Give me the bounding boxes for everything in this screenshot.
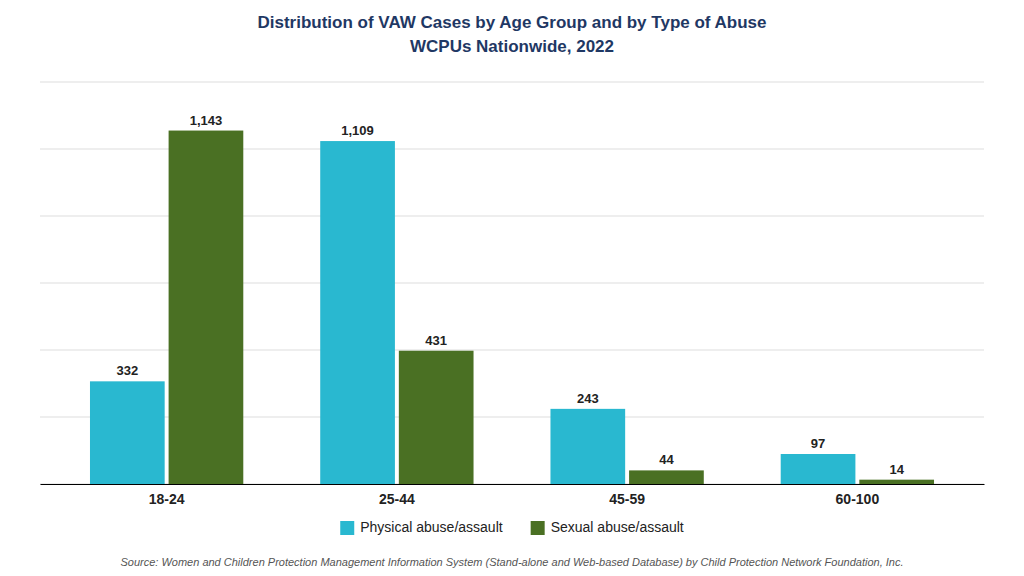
legend: Physical abuse/assault Sexual abuse/assau… — [340, 519, 684, 535]
bar — [629, 470, 704, 484]
bar — [169, 131, 244, 484]
title-block: Distribution of VAW Cases by Age Group a… — [257, 13, 766, 56]
bar — [550, 409, 625, 484]
bar — [399, 351, 474, 484]
legend-label: Physical abuse/assault — [360, 519, 503, 535]
x-axis: 18-24 25-44 45-59 60-100 — [41, 484, 985, 507]
bar — [859, 480, 934, 484]
title: Distribution of VAW Cases by Age Group a… — [257, 13, 766, 32]
data-label: 332 — [116, 363, 138, 378]
bar — [90, 381, 165, 484]
x-tick-label: 45-59 — [609, 491, 645, 507]
data-label: 14 — [889, 462, 904, 477]
data-labels: 332 1,109 243 97 1,143 431 44 14 — [116, 113, 904, 477]
data-label: 431 — [425, 333, 447, 348]
bar — [781, 454, 856, 484]
x-tick-label: 25-44 — [379, 491, 415, 507]
chart: 332 1,109 243 97 1,143 431 44 14 18-24 25-44 45-59… — [0, 0, 1024, 576]
bars — [90, 131, 934, 484]
data-label: 1,143 — [190, 113, 223, 128]
legend-swatch — [340, 521, 354, 535]
x-axis-line — [41, 484, 985, 485]
legend-label: Sexual abuse/assault — [551, 519, 684, 535]
x-tick: 60-100 — [836, 484, 880, 507]
x-tick-label: 18-24 — [149, 491, 185, 507]
data-label: 44 — [659, 452, 674, 467]
subtitle: WCPUs Nationwide, 2022 — [410, 37, 614, 56]
bar — [320, 141, 395, 484]
legend-swatch — [531, 521, 545, 535]
x-tick: 45-59 — [609, 484, 645, 507]
x-tick: 25-44 — [379, 484, 415, 507]
x-tick-label: 60-100 — [836, 491, 880, 507]
data-label: 1,109 — [341, 123, 374, 138]
source: Source: Women and Children Protection Ma… — [120, 556, 903, 568]
x-tick: 18-24 — [149, 484, 185, 507]
legend-item: Sexual abuse/assault — [531, 519, 684, 535]
plot: 332 1,109 243 97 1,143 431 44 14 18-24 25-44 45-59… — [40, 82, 985, 507]
grid-line — [40, 82, 984, 83]
grid — [40, 82, 984, 484]
data-label: 243 — [577, 391, 599, 406]
data-label: 97 — [811, 436, 825, 451]
legend-item: Physical abuse/assault — [340, 519, 503, 535]
